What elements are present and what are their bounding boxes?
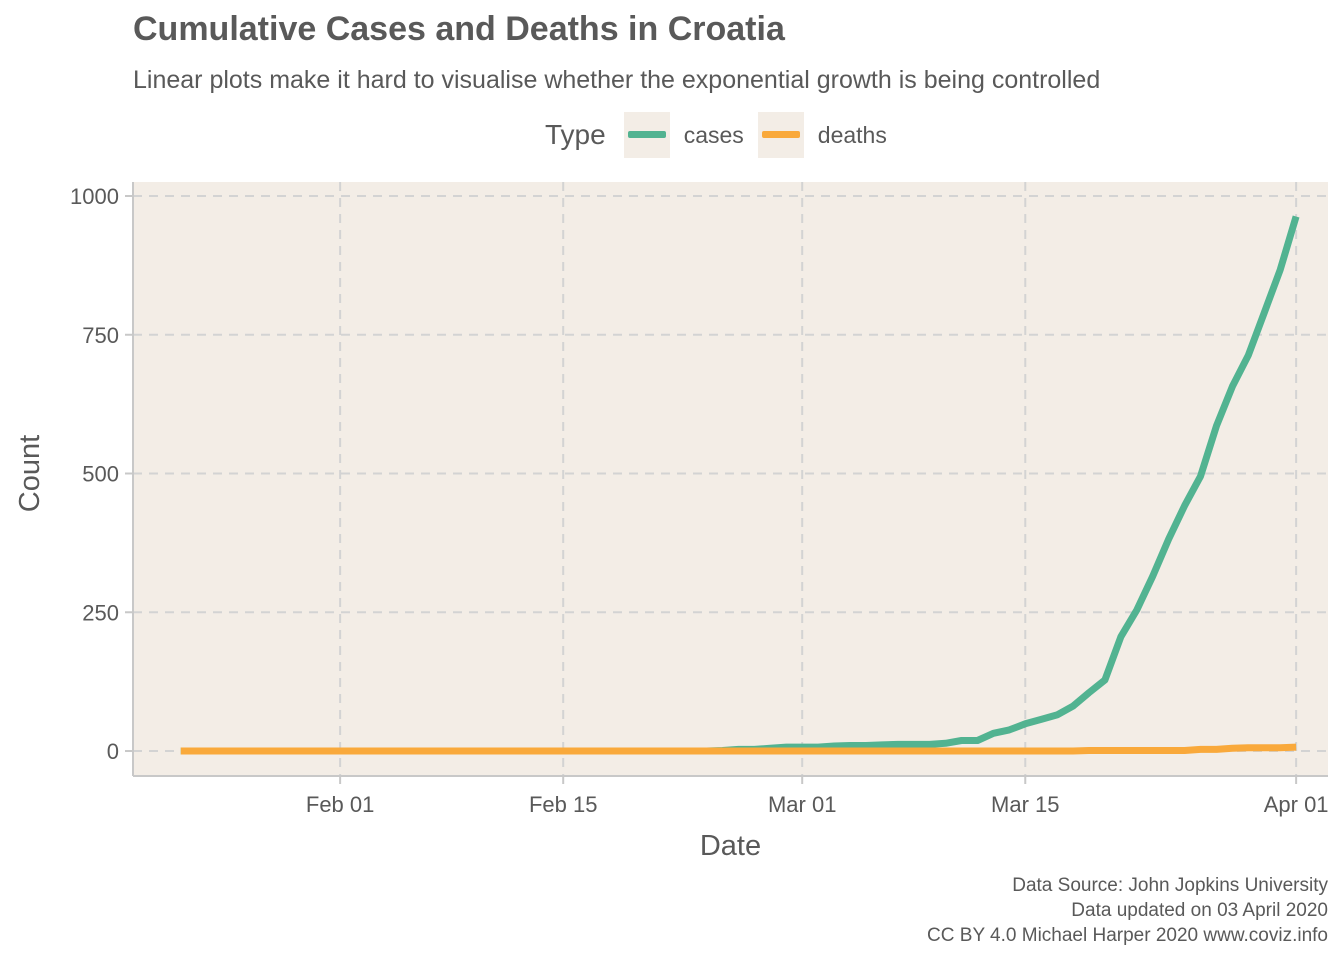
chart-subtitle: Linear plots make it hard to visualise w… xyxy=(133,66,1101,94)
legend-key-deaths xyxy=(757,112,804,158)
caption-updated: Data updated on 03 April 2020 xyxy=(1071,900,1328,921)
x-tick-label: Mar 01 xyxy=(768,792,836,817)
x-tick-label: Feb 01 xyxy=(306,792,375,817)
x-axis-title: Date xyxy=(700,830,761,862)
y-axis-title: Count xyxy=(14,435,46,512)
legend-label-cases: cases xyxy=(683,121,744,148)
x-tick-label: Apr 01 xyxy=(1264,792,1329,817)
y-tick-label: 500 xyxy=(82,462,119,487)
legend-item-deaths: deaths xyxy=(757,112,887,158)
y-tick-label: 250 xyxy=(82,600,119,625)
y-tick-label: 0 xyxy=(107,739,119,764)
legend-key-cases xyxy=(623,112,670,158)
y-tick-label: 1000 xyxy=(70,184,119,209)
legend-line-cases xyxy=(627,131,666,138)
series-line-cases xyxy=(180,215,1300,755)
y-tick-label: 750 xyxy=(82,323,119,348)
legend-item-cases: cases xyxy=(623,112,744,158)
caption-source: Data Source: John Jopkins University xyxy=(1012,875,1328,896)
legend-title: Type xyxy=(545,119,606,150)
x-tick-label: Mar 15 xyxy=(991,792,1059,817)
legend: Type cases deaths xyxy=(545,112,901,158)
legend-line-deaths xyxy=(761,131,800,138)
chart-title: Cumulative Cases and Deaths in Croatia xyxy=(133,10,785,48)
legend-label-deaths: deaths xyxy=(817,121,887,148)
x-tick-label: Feb 15 xyxy=(529,792,598,817)
caption: Data Source: John Jopkins University Dat… xyxy=(927,873,1328,948)
plot-panel xyxy=(133,182,1328,776)
caption-license: CC BY 4.0 Michael Harper 2020 www.coviz.… xyxy=(927,925,1328,946)
series-line-deaths xyxy=(180,743,1297,755)
